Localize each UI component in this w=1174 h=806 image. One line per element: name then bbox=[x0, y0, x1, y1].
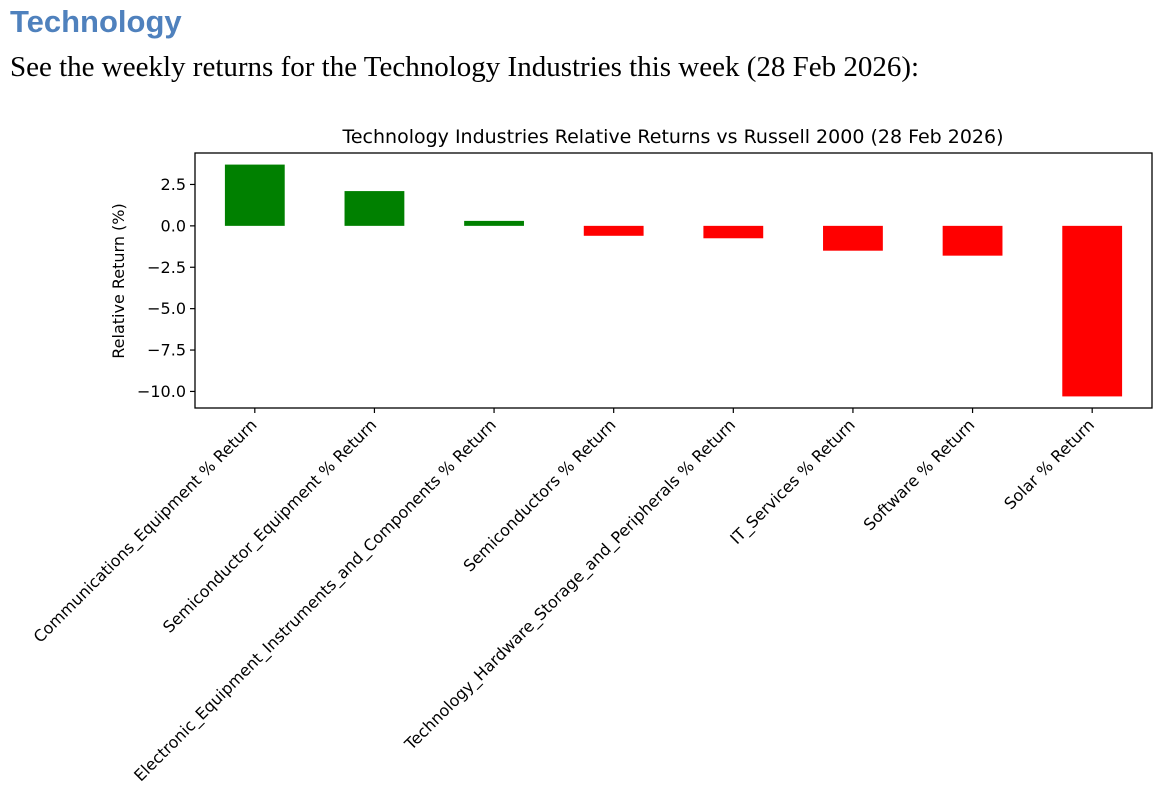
bar bbox=[583, 225, 644, 236]
chart-title: Technology Industries Relative Returns v… bbox=[341, 126, 1003, 148]
y-tick-label: 2.5 bbox=[161, 175, 186, 194]
bar bbox=[703, 225, 764, 239]
bar bbox=[464, 220, 524, 226]
x-tick-label: Solar % Return bbox=[1000, 415, 1098, 513]
intro-text: See the weekly returns for the Technolog… bbox=[10, 51, 920, 83]
y-axis-label: Relative Return (%) bbox=[109, 203, 128, 358]
bars-group bbox=[224, 164, 1123, 397]
y-tick-label: −2.5 bbox=[147, 258, 186, 277]
x-axis-ticks: Communications_Equipment % ReturnSemicon… bbox=[30, 408, 1098, 786]
x-tick-label: Communications_Equipment % Return bbox=[30, 415, 262, 647]
bar bbox=[224, 164, 285, 226]
y-tick-label: −5.0 bbox=[147, 299, 186, 318]
y-axis-ticks: 2.5 0.0 −2.5 −5.0 −7.5 −10.0 bbox=[137, 175, 195, 401]
bar bbox=[1062, 225, 1123, 397]
section-heading: Technology bbox=[10, 4, 182, 39]
x-tick-label: Semiconductor_Equipment % Return bbox=[159, 415, 381, 637]
y-tick-label: −7.5 bbox=[147, 341, 186, 360]
y-tick-label: 0.0 bbox=[161, 216, 186, 235]
bar bbox=[942, 225, 1003, 256]
plot-frame bbox=[194, 152, 1153, 409]
y-tick-label: −10.0 bbox=[137, 382, 186, 401]
x-tick-label: Software % Return bbox=[860, 415, 979, 534]
x-tick-label: IT_Services % Return bbox=[726, 415, 859, 548]
bar bbox=[344, 191, 405, 226]
bar bbox=[823, 225, 883, 251]
